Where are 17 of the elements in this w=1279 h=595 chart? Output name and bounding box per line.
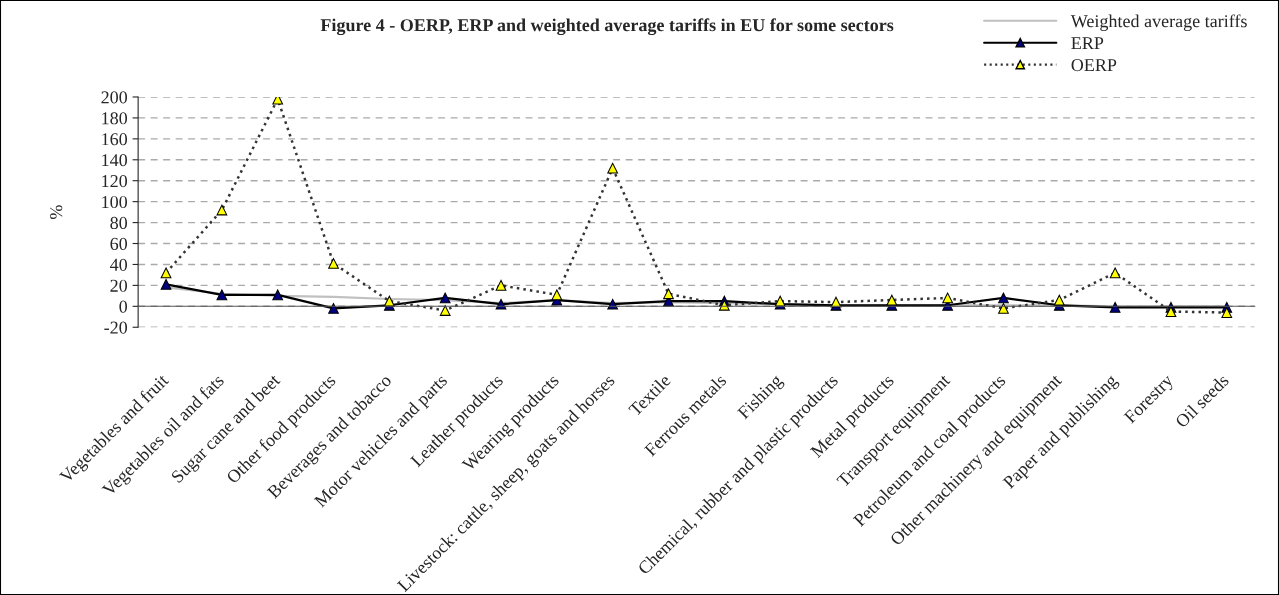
y-axis-title: % [50,205,63,220]
legend-label: OERP [1071,59,1117,72]
y-tick-label: 60 [110,237,128,250]
y-tick-label: 140 [102,154,128,167]
y-tick-label: 80 [110,216,128,230]
y-tick-label: -20 [104,321,128,334]
y-tick-label: 100 [102,195,128,209]
y-tick-label: 20 [110,279,128,292]
y-tick-label: 120 [102,174,128,188]
legend-label: Weighted average tariffs [1070,14,1247,32]
y-tick-label: 40 [110,258,128,271]
legend-label: ERP [1071,37,1104,50]
y-tick-label: 160 [102,133,128,146]
y-tick-label: 0 [119,300,128,313]
y-tick-label: 180 [102,112,128,125]
chart-title: Figure 4 - OERP, ERP and weighted average tariffs in EU for some sectors [320,18,894,36]
y-tick-label: 200 [101,91,128,104]
